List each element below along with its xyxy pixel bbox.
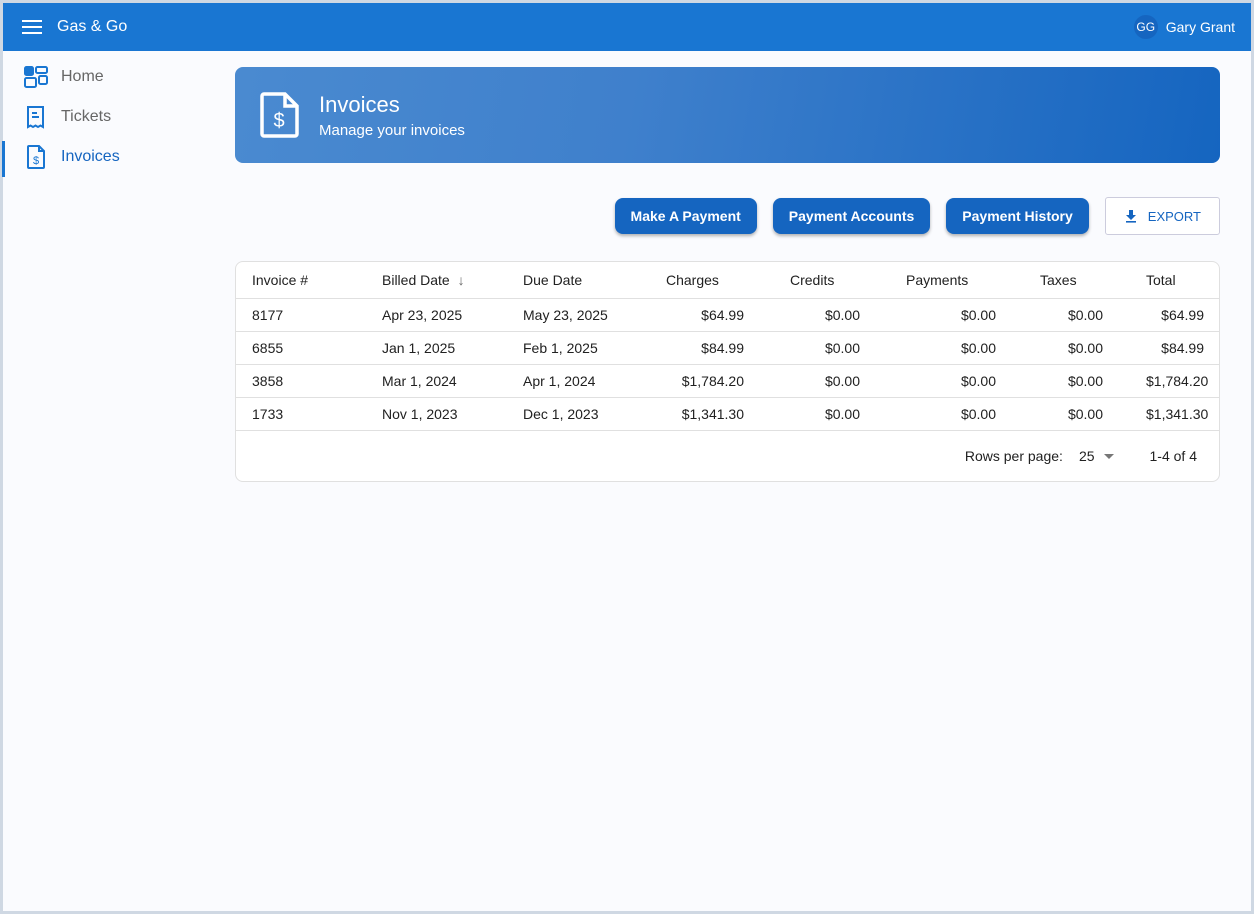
table-cell: $84.99 — [1161, 340, 1204, 356]
table-cell: Mar 1, 2024 — [382, 373, 457, 389]
app-bar: Gas & Go GG Gary Grant — [3, 3, 1251, 51]
table-cell: $0.00 — [960, 307, 996, 323]
table-cell: 3858 — [252, 373, 284, 389]
rows-per-page-value: 25 — [1078, 448, 1095, 464]
page-subtitle: Manage your invoices — [319, 121, 465, 139]
rows-per-page-label: Rows per page: — [964, 448, 1063, 464]
table-cell: $1,784.20 — [1146, 373, 1209, 389]
column-header-label: Invoice # — [252, 272, 309, 288]
table-cell: $84.99 — [701, 340, 744, 356]
table-cell: $0.00 — [960, 406, 996, 422]
column-header-label: Payments — [906, 272, 969, 288]
table-cell: $0.00 — [824, 340, 860, 356]
column-header[interactable]: Payments — [890, 272, 1024, 288]
table-cell: $0.00 — [824, 373, 860, 389]
toolbar: Make A Payment Payment Accounts Payment … — [614, 197, 1220, 235]
user-name: Gary Grant — [1165, 19, 1235, 35]
table-cell: Nov 1, 2023 — [382, 406, 458, 422]
column-header[interactable]: Total — [1130, 272, 1220, 288]
menu-icon[interactable] — [22, 16, 42, 38]
table-cell: $0.00 — [1067, 340, 1103, 356]
table-cell: $1,341.30 — [1146, 406, 1209, 422]
column-header-label: Due Date — [523, 272, 583, 288]
sidebar-item-tickets[interactable]: Tickets — [3, 97, 203, 137]
column-header-label: Taxes — [1040, 272, 1077, 288]
table-cell: Dec 1, 2023 — [523, 406, 599, 422]
table-cell: Apr 23, 2025 — [382, 307, 463, 323]
table-cell: $64.99 — [701, 307, 744, 323]
table-cell: $0.00 — [1067, 406, 1103, 422]
table-cell: 1733 — [252, 406, 284, 422]
table-cell: $0.00 — [960, 373, 996, 389]
table-header: Invoice # Billed Date ↓ Due Date Charges Cre… — [236, 262, 1219, 299]
table-cell: $0.00 — [824, 406, 860, 422]
payment-history-button[interactable]: Payment History — [946, 198, 1089, 234]
app-title: Gas & Go — [57, 18, 128, 35]
avatar: GG — [1133, 15, 1158, 39]
user-menu[interactable]: GG Gary Grant — [1133, 15, 1235, 39]
table-cell: Feb 1, 2025 — [523, 340, 598, 356]
sidebar-item-invoices[interactable]: $ Invoices — [2, 137, 203, 177]
column-header[interactable]: Billed Date ↓ — [366, 272, 507, 288]
column-header[interactable]: Taxes — [1024, 272, 1130, 288]
table-cell: $0.00 — [1067, 307, 1103, 323]
dashboard-icon — [24, 66, 48, 88]
column-header-label: Charges — [666, 272, 719, 288]
rows-per-page-select[interactable]: 25 — [1079, 448, 1114, 464]
sidebar-item-label: Tickets — [61, 108, 112, 125]
table-cell: 6855 — [252, 340, 284, 356]
table-cell: Apr 1, 2024 — [523, 373, 596, 389]
table-row[interactable]: 6855 Jan 1, 2025 Feb 1, 2025 $84.99 $0.00 $0.… — [236, 332, 1219, 365]
table-row[interactable]: 8177 Apr 23, 2025 May 23, 2025 $64.99 $0.00 $… — [236, 299, 1219, 332]
payment-accounts-button[interactable]: Payment Accounts — [772, 198, 931, 234]
column-header[interactable]: Charges — [650, 272, 774, 288]
column-header[interactable]: Due Date — [507, 272, 650, 288]
svg-text:$: $ — [273, 110, 284, 132]
table-cell: $0.00 — [960, 340, 996, 356]
table-row[interactable]: 3858 Mar 1, 2024 Apr 1, 2024 $1,784.20 $0.00… — [236, 365, 1219, 398]
column-header-label: Billed Date — [382, 272, 450, 288]
table-cell: $1,784.20 — [681, 373, 744, 389]
table-row[interactable]: 1733 Nov 1, 2023 Dec 1, 2023 $1,341.30 $0.00… — [236, 398, 1219, 431]
sort-arrow-down-icon[interactable]: ↓ — [457, 272, 465, 288]
receipt-icon — [27, 106, 44, 129]
export-button[interactable]: EXPORT — [1104, 197, 1220, 235]
invoice-dollar-icon: $ — [260, 92, 299, 138]
table-cell: 8177 — [252, 307, 284, 323]
column-header-label: Credits — [790, 272, 835, 288]
sidebar: Home Tickets $ Invoices — [2, 57, 203, 177]
column-header[interactable]: Invoice # — [236, 272, 366, 288]
sidebar-item-label: Invoices — [61, 148, 120, 165]
export-label: EXPORT — [1147, 208, 1201, 224]
sidebar-item-label: Home — [61, 68, 104, 85]
invoices-table: Invoice # Billed Date ↓ Due Date Charges Cre… — [235, 261, 1220, 482]
svg-text:$: $ — [33, 155, 39, 167]
page-header: $ Invoices Manage your invoices — [235, 67, 1220, 163]
make-payment-button[interactable]: Make A Payment — [614, 198, 757, 234]
column-header-label: Total — [1146, 272, 1176, 288]
pagination-range: 1-4 of 4 — [1149, 448, 1197, 464]
pagination: Rows per page: 25 1-4 of 4 — [236, 431, 1219, 481]
table-cell: $0.00 — [1067, 373, 1103, 389]
table-cell: $0.00 — [824, 307, 860, 323]
table-cell: $64.99 — [1161, 307, 1204, 323]
table-cell: Jan 1, 2025 — [382, 340, 456, 356]
column-header[interactable]: Credits — [774, 272, 890, 288]
table-cell: May 23, 2025 — [523, 307, 608, 323]
download-icon — [1125, 210, 1136, 223]
page-title: Invoices — [319, 91, 400, 117]
table-cell: $1,341.30 — [681, 406, 744, 422]
sidebar-item-home[interactable]: Home — [3, 57, 203, 97]
invoice-dollar-icon: $ — [27, 145, 45, 169]
